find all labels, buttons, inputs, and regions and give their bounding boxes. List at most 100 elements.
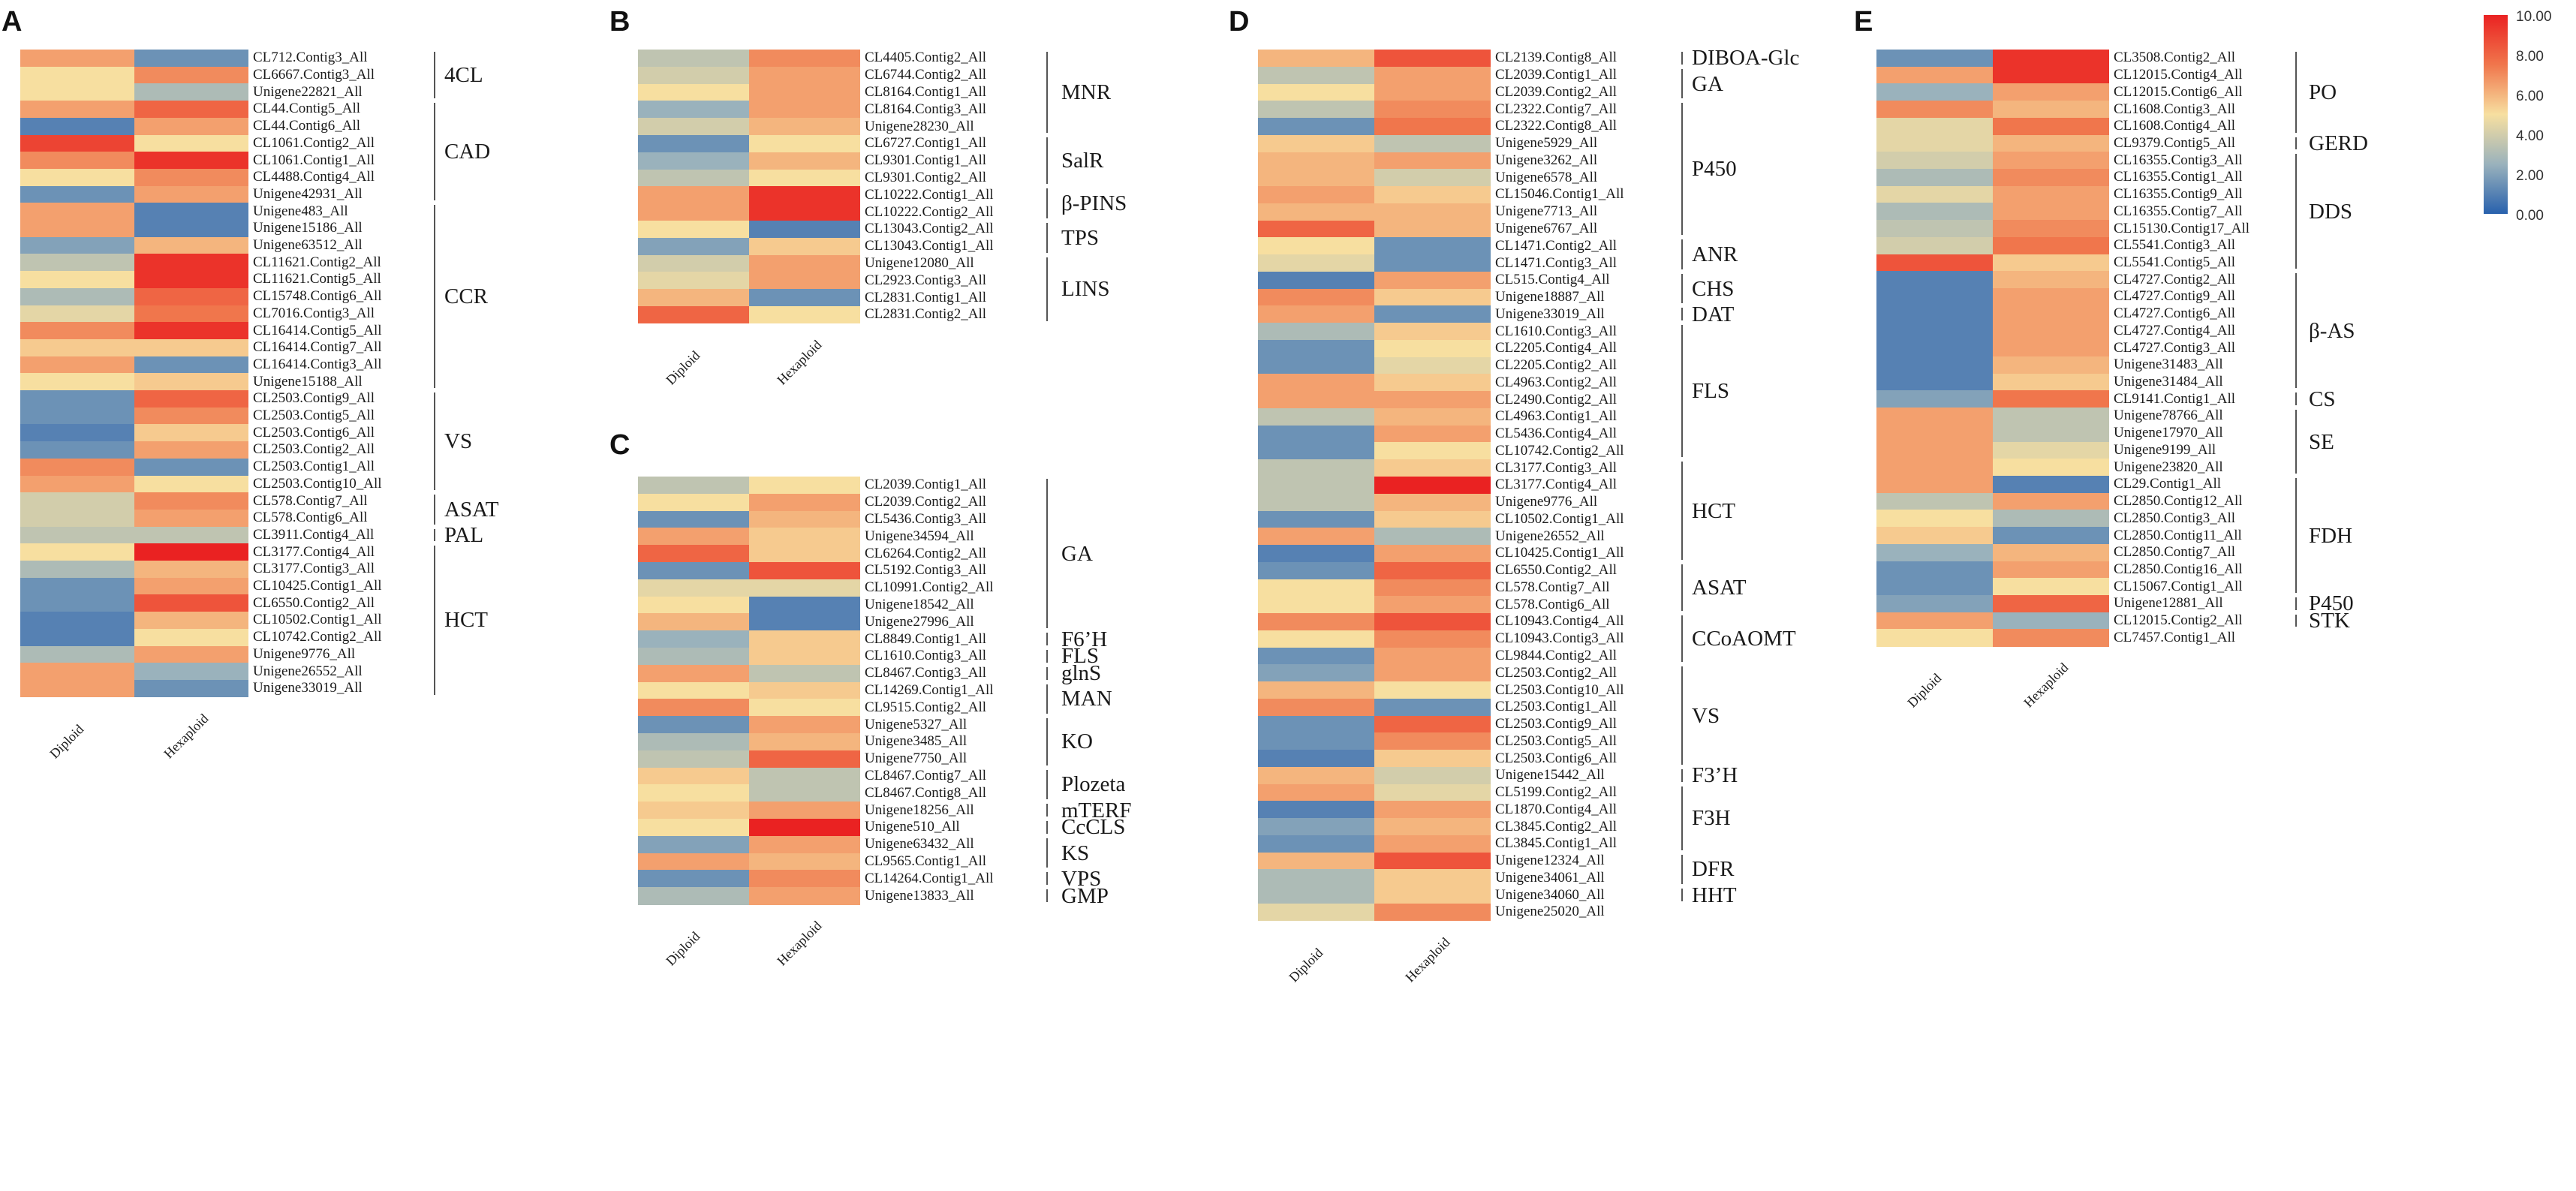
heatmap-cell bbox=[1258, 425, 1374, 444]
heatmap-cell bbox=[134, 679, 248, 698]
heatmap-cell bbox=[638, 169, 749, 187]
heatmap-cell bbox=[1374, 83, 1491, 101]
panel-letter-a: A bbox=[2, 6, 23, 38]
heatmap-cell bbox=[638, 648, 749, 666]
group-bracket bbox=[1681, 462, 1683, 560]
row-label: CL4727.Contig9_All bbox=[2114, 288, 2236, 305]
row-label: CL2039.Contig2_All bbox=[1495, 83, 1618, 100]
heatmap-cell bbox=[638, 237, 749, 256]
heatmap-cell bbox=[638, 562, 749, 580]
row-label: Unigene18887_All bbox=[1495, 289, 1605, 305]
row-label: Unigene33019_All bbox=[253, 680, 363, 696]
heatmap-cell bbox=[1374, 237, 1491, 255]
heatmap-cell bbox=[749, 750, 860, 768]
row-label: CL16355.Contig7_All bbox=[2114, 203, 2243, 219]
heatmap-cell bbox=[638, 306, 749, 324]
row-label: CL6550.Contig2_All bbox=[253, 594, 375, 611]
heatmap-cell bbox=[1258, 886, 1374, 904]
color-scale-tick: 2.00 bbox=[2516, 168, 2544, 184]
heatmap-cell bbox=[1258, 288, 1374, 306]
heatmap-cell bbox=[1993, 356, 2109, 374]
row-label: CL10425.Contig1_All bbox=[253, 578, 382, 594]
heatmap-cell bbox=[20, 152, 134, 170]
row-label: CL1608.Contig4_All bbox=[2114, 118, 2236, 134]
panel-letter-d: D bbox=[1229, 6, 1250, 38]
heatmap-cell bbox=[1374, 288, 1491, 306]
heatmap-cell bbox=[1876, 185, 1993, 204]
row-label: Unigene483_All bbox=[253, 203, 348, 219]
row-label: Unigene78766_All bbox=[2114, 408, 2223, 424]
heatmap-cell bbox=[638, 613, 749, 631]
group-label: 4CL bbox=[444, 63, 483, 88]
group-label: PO bbox=[2309, 80, 2337, 104]
heatmap-cell bbox=[1993, 305, 2109, 323]
heatmap-cell bbox=[1258, 254, 1374, 272]
heatmap-cell bbox=[134, 561, 248, 579]
heatmap-cell bbox=[1258, 801, 1374, 819]
heatmap-cell bbox=[638, 203, 749, 221]
heatmap-cell bbox=[20, 526, 134, 544]
heatmap-cell bbox=[134, 594, 248, 612]
heatmap-cell bbox=[749, 50, 860, 68]
row-label: CL2850.Contig7_All bbox=[2114, 544, 2236, 561]
group-bracket bbox=[1681, 615, 1683, 663]
heatmap-cell bbox=[638, 733, 749, 751]
row-label: CL14269.Contig1_All bbox=[865, 682, 994, 698]
heatmap-cell bbox=[1993, 373, 2109, 391]
heatmap-cell bbox=[1993, 459, 2109, 477]
row-label: CL13043.Contig2_All bbox=[865, 221, 994, 237]
column-label-hexaploid: Hexaploid bbox=[774, 918, 825, 969]
heatmap-cell bbox=[1374, 186, 1491, 204]
row-label: CL578.Contig7_All bbox=[253, 492, 368, 509]
heatmap-cell bbox=[1993, 441, 2109, 459]
group-label: GA bbox=[1061, 541, 1093, 566]
heatmap-cell bbox=[1876, 322, 1993, 340]
heatmap-cell bbox=[1876, 152, 1993, 170]
row-label: CL6744.Contig2_All bbox=[865, 67, 987, 83]
heatmap-cell bbox=[134, 458, 248, 477]
row-label: CL515.Contig4_All bbox=[1495, 272, 1610, 288]
heatmap-cell bbox=[1374, 818, 1491, 836]
heatmap-cell bbox=[20, 424, 134, 442]
heatmap-cell bbox=[1258, 50, 1374, 68]
group-bracket bbox=[1046, 821, 1048, 834]
row-label: CL578.Contig6_All bbox=[1495, 596, 1610, 612]
row-label: CL4727.Contig4_All bbox=[2114, 322, 2236, 338]
heatmap-cell bbox=[1374, 66, 1491, 85]
heatmap-cell bbox=[1374, 356, 1491, 375]
heatmap-cell bbox=[638, 83, 749, 101]
heatmap-cell bbox=[749, 870, 860, 888]
heatmap-cell bbox=[1876, 543, 1993, 562]
heatmap-cell bbox=[1993, 561, 2109, 579]
heatmap-cell bbox=[1258, 579, 1374, 597]
group-bracket bbox=[1046, 889, 1048, 902]
heatmap-cell bbox=[749, 579, 860, 597]
row-label: CL1061.Contig1_All bbox=[253, 152, 375, 168]
color-scale-tick: 8.00 bbox=[2516, 49, 2544, 65]
group-bracket bbox=[1046, 769, 1048, 800]
heatmap-cell bbox=[1258, 203, 1374, 221]
row-label: Unigene63432_All bbox=[865, 836, 974, 853]
heatmap-cell bbox=[1993, 236, 2109, 255]
heatmap-cell bbox=[749, 784, 860, 802]
heatmap-cell bbox=[1374, 766, 1491, 785]
row-label: CL2503.Contig5_All bbox=[1495, 732, 1618, 749]
heatmap-cell bbox=[1258, 442, 1374, 460]
row-label: CL2850.Contig11_All bbox=[2114, 527, 2242, 543]
heatmap-cell bbox=[1258, 356, 1374, 375]
heatmap-cell bbox=[1993, 220, 2109, 238]
heatmap-cell bbox=[638, 477, 749, 495]
heatmap-cell bbox=[1993, 271, 2109, 289]
row-label: CL4963.Contig2_All bbox=[1495, 374, 1618, 390]
heatmap-cell bbox=[749, 853, 860, 871]
row-label: CL10742.Contig2_All bbox=[253, 629, 382, 645]
heatmap-cell bbox=[1374, 561, 1491, 580]
heatmap-cell bbox=[1258, 152, 1374, 170]
row-label: CL8467.Contig8_All bbox=[865, 784, 987, 801]
group-bracket bbox=[2295, 273, 2297, 389]
heatmap-cell bbox=[134, 407, 248, 425]
heatmap-cell bbox=[134, 152, 248, 170]
heatmap-cell bbox=[20, 254, 134, 272]
heatmap-cell bbox=[749, 477, 860, 495]
group-label: DIBOA-Glc bbox=[1692, 46, 1800, 71]
